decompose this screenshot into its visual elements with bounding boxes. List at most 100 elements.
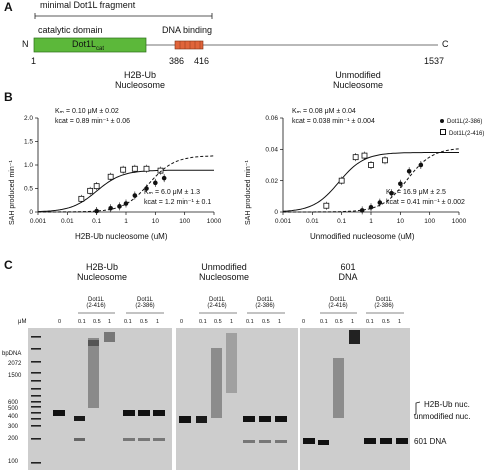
chart-right-title: Unmodified Nucleosome: [332, 70, 384, 90]
gel-image-2: [176, 328, 298, 470]
ladder-label: 500: [8, 406, 19, 412]
y-axis-label: SAH produced min⁻¹: [245, 160, 252, 225]
x-tick-label: 1: [369, 218, 373, 225]
lane-label: 0.5: [382, 319, 390, 325]
annotation: kcat = 0.89 min⁻¹ ± 0.06: [55, 118, 131, 125]
legend-item: Dot1L(2-386): [440, 119, 482, 125]
lane-label: 0.5: [335, 319, 343, 325]
x-tick-label: 10: [397, 218, 405, 225]
annotation: kcat = 0.038 min⁻¹ ± 0.004: [292, 118, 375, 125]
position-label: 1537: [424, 56, 445, 66]
um-unit: μM: [18, 319, 27, 325]
legend-item: Dot1L(2-416): [440, 129, 484, 137]
annotation: Kₘ = 0.10 μM ± 0.02: [55, 108, 119, 115]
data-point: [352, 154, 359, 161]
x-tick-label: 1: [124, 218, 128, 225]
data-point: [368, 205, 374, 210]
ladder-label: 1500: [8, 373, 22, 379]
annotation: Kₘ = 0.08 μM ± 0.04: [292, 108, 356, 115]
data-point: [87, 187, 94, 194]
panel-c-letter: C: [4, 258, 13, 272]
group-label: Dot1L (2-416): [207, 297, 227, 309]
panel-a-letter: A: [4, 0, 13, 14]
annotation: kcat = 1.2 min⁻¹ ± 0.1: [144, 199, 212, 206]
x-tick-label: 0.01: [306, 218, 319, 225]
data-point: [161, 175, 167, 181]
data-point: [144, 186, 149, 191]
position-label: 386: [169, 56, 185, 66]
ladder-label: 100: [8, 459, 19, 465]
n-terminus: N: [22, 39, 29, 49]
gel-title: 601 DNA: [338, 262, 358, 282]
x-tick-label: 100: [179, 218, 190, 225]
panel-b-letter: B: [4, 90, 13, 104]
y-tick-label: 1.0: [24, 162, 33, 169]
group-label: Dot1L (2-386): [255, 297, 275, 309]
chart-left: 0.001 0.01 0.1 1 10 100 1000 0 0.5 1.0 1.5 2.0: [24, 115, 222, 225]
data-point: [418, 162, 424, 168]
data-point: [108, 205, 113, 211]
lane-label: 0.5: [140, 319, 148, 325]
c-terminus: C: [442, 39, 449, 49]
fit-curve: [283, 148, 460, 213]
data-point: [157, 167, 164, 174]
chart-right: 0.001 0.01 0.1 1 10 100 1000 0 0.02 0.04 0.06: [265, 115, 466, 225]
lane-label: 0.1: [320, 319, 328, 325]
x-tick-label: 100: [424, 218, 435, 225]
lane-label: 1: [398, 319, 402, 325]
chart-left-title: H2B-Ub Nucleosome: [114, 70, 166, 90]
gel-title: Unmodified Nucleosome: [198, 262, 250, 282]
data-point: [361, 152, 368, 159]
group-underlines: [78, 312, 404, 314]
y-tick-label: 0.06: [265, 115, 278, 122]
lane-label: 1: [278, 319, 282, 325]
y-tick-label: 0.02: [265, 178, 278, 185]
ladder-label: 600: [8, 400, 19, 406]
gel-image-1: [28, 328, 172, 470]
lane-label: 0.1: [246, 319, 254, 325]
y-tick-label: 0.5: [24, 186, 33, 193]
lane-label: 0.1: [78, 319, 86, 325]
lane-label: 0.5: [214, 319, 222, 325]
ladder-label: 200: [8, 436, 19, 442]
position-label: 1: [31, 56, 37, 66]
data-point: [338, 177, 345, 184]
lane-label: 0.1: [199, 319, 207, 325]
y-tick-label: 0: [29, 209, 33, 216]
lane-label: 0.1: [124, 319, 132, 325]
data-point: [123, 201, 129, 206]
bracket-icon: [413, 401, 421, 416]
x-tick-label: 1000: [207, 218, 222, 225]
group-label: Dot1L (2-386): [374, 297, 394, 309]
dna-binding-box: [174, 40, 204, 50]
x-tick-label: 0.001: [275, 218, 292, 225]
data-point: [117, 204, 122, 209]
band-label: unmodified nuc.: [414, 412, 471, 421]
x-tick-label: 0.01: [61, 218, 74, 225]
x-tick-label: 0.1: [337, 218, 346, 225]
data-point: [120, 166, 127, 173]
lane-label: 1: [156, 319, 160, 325]
data-point: [107, 173, 114, 180]
group-label: Dot1L (2-416): [328, 297, 348, 309]
lane-label: 0: [302, 319, 306, 325]
data-point: [131, 165, 138, 172]
x-tick-label: 0.1: [92, 218, 101, 225]
y-tick-label: 0: [274, 209, 278, 216]
data-point: [132, 193, 138, 198]
lane-label: 0: [180, 319, 184, 325]
x-axis-label: Unmodified nucleosome (uM): [310, 232, 415, 241]
lane-label: 1: [351, 319, 355, 325]
y-tick-label: 0.04: [265, 147, 278, 154]
data-point: [368, 162, 374, 168]
data-point: [398, 181, 403, 187]
x-tick-label: 10: [152, 218, 160, 225]
domain-map: [33, 13, 438, 53]
data-point: [94, 208, 99, 214]
ladder-label: 300: [8, 424, 19, 430]
data-point: [78, 195, 85, 202]
annotation: Kₘ = 16.9 μM ± 2.5: [386, 189, 446, 196]
data-point: [93, 183, 100, 190]
x-axis-label: H2B-Ub nucleosome (uM): [75, 232, 168, 241]
data-point: [359, 208, 365, 213]
